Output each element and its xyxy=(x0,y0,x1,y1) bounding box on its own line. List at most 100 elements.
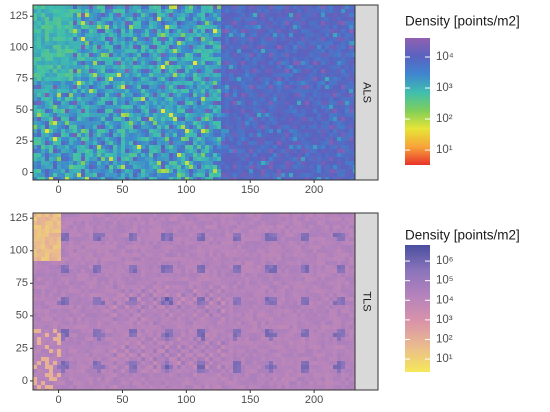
raster-cell xyxy=(245,101,249,105)
raster-cell xyxy=(273,117,277,121)
raster-cell xyxy=(237,25,241,29)
raster-cell xyxy=(61,321,65,325)
raster-cell xyxy=(237,133,241,137)
raster-cell xyxy=(273,89,277,93)
raster-cell xyxy=(161,161,165,165)
raster-cell xyxy=(209,105,213,109)
raster-cell xyxy=(125,5,129,9)
raster-cell xyxy=(241,117,245,121)
raster-cell xyxy=(117,381,121,385)
raster-cell xyxy=(169,89,173,93)
raster-cell xyxy=(293,9,297,13)
raster-cell xyxy=(89,241,93,245)
raster-cell xyxy=(113,233,117,237)
raster-cell xyxy=(97,221,101,225)
raster-cell xyxy=(121,89,125,93)
raster-cell xyxy=(337,25,341,29)
raster-cell xyxy=(265,89,269,93)
raster-cell xyxy=(45,301,49,305)
raster-cell xyxy=(273,5,277,9)
raster-cell xyxy=(185,173,189,177)
raster-cell xyxy=(81,313,85,317)
raster-cell xyxy=(109,265,113,269)
raster-cell xyxy=(109,109,113,113)
raster-cell xyxy=(253,161,257,165)
raster-cell xyxy=(121,325,125,329)
raster-cell xyxy=(177,65,181,69)
raster-cell xyxy=(45,357,49,361)
raster-cell xyxy=(261,45,265,49)
raster-cell xyxy=(133,93,137,97)
raster-cell xyxy=(273,145,277,149)
raster-cell xyxy=(269,69,273,73)
raster-cell xyxy=(217,9,221,13)
raster-cell xyxy=(225,145,229,149)
raster-cell xyxy=(101,101,105,105)
raster-cell xyxy=(101,341,105,345)
raster-cell xyxy=(309,169,313,173)
raster-cell xyxy=(277,37,281,41)
raster-cell xyxy=(81,381,85,385)
raster-cell xyxy=(121,49,125,53)
raster-cell xyxy=(309,13,313,17)
raster-cell xyxy=(117,373,121,377)
raster-cell xyxy=(113,265,117,269)
raster-cell xyxy=(145,381,149,385)
raster-cell xyxy=(337,161,341,165)
raster-cell xyxy=(225,21,229,25)
raster-cell xyxy=(41,21,45,25)
raster-cell xyxy=(237,89,241,93)
raster-cell xyxy=(89,109,93,113)
raster-cell xyxy=(229,109,233,113)
raster-cell xyxy=(153,329,157,333)
raster-cell xyxy=(137,253,141,257)
raster-cell xyxy=(33,385,37,389)
raster-cell xyxy=(269,61,273,65)
raster-cell xyxy=(145,281,149,285)
raster-cell xyxy=(281,49,285,53)
raster-cell xyxy=(281,93,285,97)
raster-cell xyxy=(305,37,309,41)
raster-cell xyxy=(169,165,173,169)
raster-cell xyxy=(101,285,105,289)
raster-cell xyxy=(49,161,53,165)
raster-cell xyxy=(233,81,237,85)
raster-cell xyxy=(249,65,253,69)
raster-cell xyxy=(257,177,261,180)
raster-cell xyxy=(289,101,293,105)
raster-cell xyxy=(141,61,145,65)
raster-cell xyxy=(177,33,181,37)
raster-cell xyxy=(49,273,53,277)
raster-cell xyxy=(233,97,237,101)
raster-cell xyxy=(125,73,129,77)
raster-cell xyxy=(113,261,117,265)
raster-cell xyxy=(97,73,101,77)
raster-cell xyxy=(245,41,249,45)
raster-cell xyxy=(189,5,193,9)
raster-cell xyxy=(269,165,273,169)
raster-cell xyxy=(225,141,229,145)
raster-cell xyxy=(333,77,337,81)
raster-cell xyxy=(73,37,77,41)
raster-cell xyxy=(61,265,65,269)
raster-cell xyxy=(117,269,121,273)
raster-cell xyxy=(49,229,53,233)
raster-cell xyxy=(289,141,293,145)
raster-cell xyxy=(209,125,213,129)
raster-cell xyxy=(49,17,53,21)
raster-cell xyxy=(145,229,149,233)
raster-cell xyxy=(129,157,133,161)
raster-cell xyxy=(53,113,57,117)
raster-cell xyxy=(301,69,305,73)
raster-cell xyxy=(317,45,321,49)
raster-cell xyxy=(45,173,49,177)
raster-cell xyxy=(225,93,229,97)
raster-cell xyxy=(157,105,161,109)
raster-cell xyxy=(249,17,253,21)
raster-cell xyxy=(113,137,117,141)
raster-cell xyxy=(317,77,321,81)
raster-cell xyxy=(41,241,45,245)
raster-cell xyxy=(77,17,81,21)
raster-cell xyxy=(113,21,117,25)
raster-cell xyxy=(333,37,337,41)
